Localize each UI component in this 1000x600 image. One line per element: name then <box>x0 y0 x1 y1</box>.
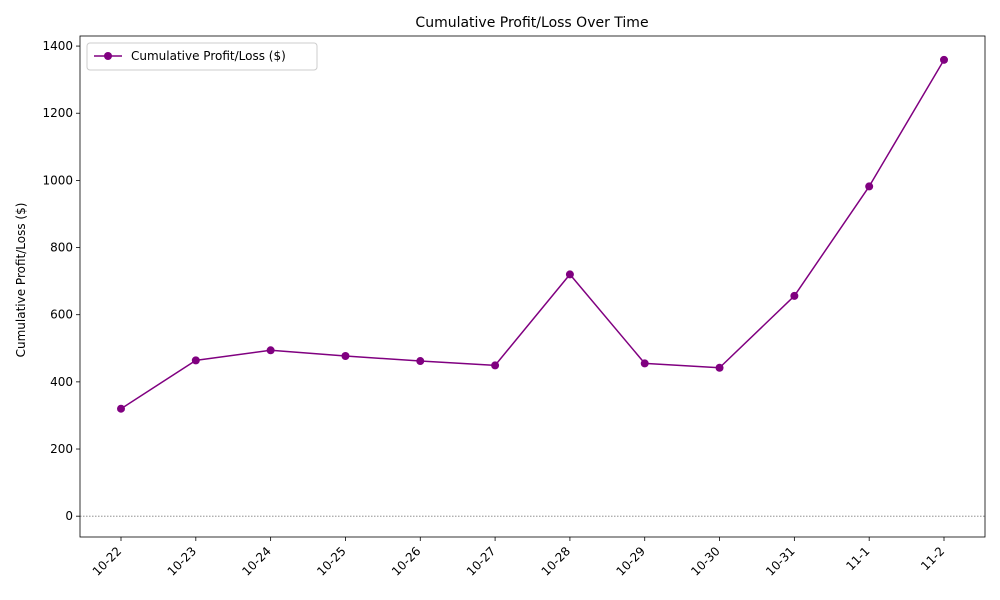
x-tick-label-10-22: 10-22 <box>90 544 125 579</box>
data-point-10-25 <box>341 352 350 361</box>
plot-frame <box>79 35 986 538</box>
data-point-10-24 <box>266 346 275 355</box>
x-tick-label-10-25: 10-25 <box>314 544 349 579</box>
y-tick-label-1200: 1200 <box>42 106 73 120</box>
legend: Cumulative Profit/Loss ($) <box>86 42 318 71</box>
x-tick-label-10-23: 10-23 <box>165 544 200 579</box>
data-point-10-22 <box>117 404 125 413</box>
legend-frame <box>86 42 318 71</box>
y-tick-label-1000: 1000 <box>42 173 73 187</box>
y-tick-label-800: 800 <box>50 241 73 255</box>
data-point-10-26 <box>416 357 425 366</box>
x-tick-label-10-26: 10-26 <box>389 544 424 579</box>
data-point-10-23 <box>191 356 200 365</box>
y-tick-label-400: 400 <box>50 375 73 389</box>
series-layer <box>117 55 948 413</box>
y-axis-title: Cumulative Profit/Loss ($) <box>14 203 28 358</box>
x-tick-label-11-1: 11-1 <box>843 544 872 573</box>
data-point-11-2 <box>940 55 948 64</box>
data-point-10-28 <box>565 270 574 279</box>
y-tick-label-200: 200 <box>50 442 73 456</box>
y-tick-label-0: 0 <box>65 509 73 523</box>
x-tick-label-10-31: 10-31 <box>763 544 798 579</box>
data-point-10-30 <box>715 363 724 372</box>
x-tick-label-10-24: 10-24 <box>239 544 274 579</box>
x-tick-label-10-29: 10-29 <box>613 544 648 579</box>
x-tick-label-11-2: 11-2 <box>918 544 947 573</box>
series-line-0 <box>120 59 945 410</box>
y-tick-label-600: 600 <box>50 308 73 322</box>
x-tick-label-10-30: 10-30 <box>688 544 723 579</box>
axes-layer: 0 200 400 600 800 1000 1200 1400 10-22 10-23 10-24… <box>42 35 986 579</box>
y-tick-label-1400: 1400 <box>42 39 73 53</box>
legend-marker-swatch <box>104 52 112 60</box>
data-point-10-29 <box>640 359 649 368</box>
x-tick-label-10-27: 10-27 <box>464 544 499 579</box>
data-point-10-27 <box>491 361 500 370</box>
data-point-11-1 <box>865 182 874 191</box>
chart-title: Cumulative Profit/Loss Over Time <box>415 15 648 31</box>
x-tick-label-10-28: 10-28 <box>539 544 574 579</box>
legend-entry-label: Cumulative Profit/Loss ($) <box>131 49 286 63</box>
data-point-10-31 <box>790 291 799 300</box>
